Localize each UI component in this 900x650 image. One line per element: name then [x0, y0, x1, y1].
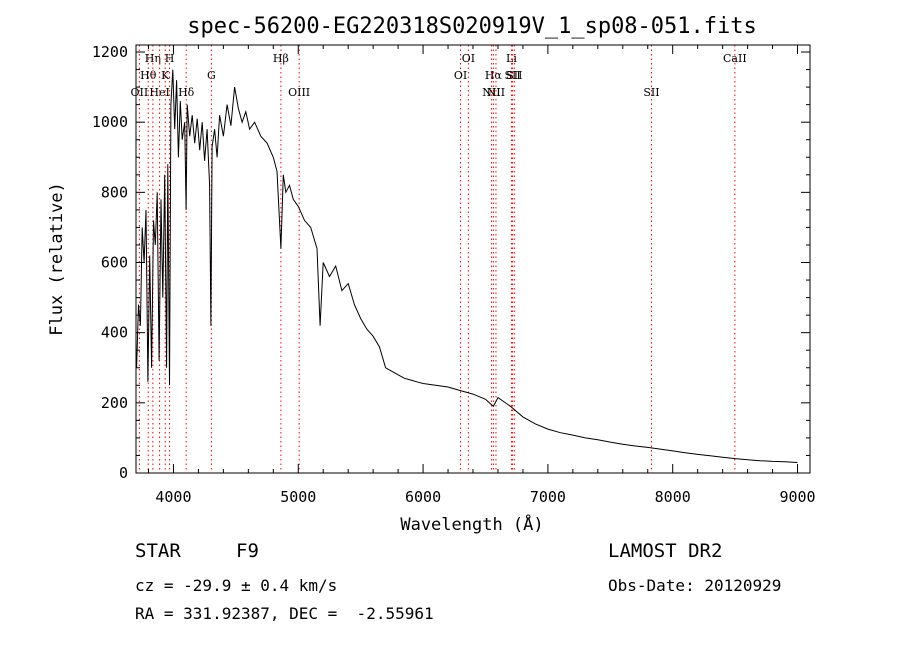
y-tick-label-0: 0 [119, 464, 128, 482]
axis-ticks: 4000 5000 6000 7000 8000 9000 0 200 400 600 800 100… [92, 43, 816, 506]
line-label-10: OI [454, 69, 467, 82]
chart-title: spec-56200-EG220318S020919V_1_sp08-051.f… [187, 14, 757, 39]
y-tick-label-5: 1000 [92, 113, 128, 131]
x-tick-label-1: 5000 [280, 488, 316, 506]
x-tick-label-5: 9000 [779, 488, 815, 506]
x-axis-label: Wavelength (Å) [400, 513, 543, 535]
object-type-label: STAR [135, 540, 181, 562]
line-label-19: CaII [723, 52, 747, 65]
line-label-3: HeI [149, 86, 169, 99]
obs-date-label: Obs-Date: 20120929 [608, 576, 782, 595]
survey-label: LAMOST DR2 [608, 540, 723, 562]
spectrum-series [136, 69, 798, 463]
line-label-13: Hα [485, 69, 503, 82]
line-label-18: SII [643, 86, 659, 99]
coordinates-label: RA = 331.92387, DEC = -2.55961 [135, 604, 434, 623]
spectral-line-markers: OIIHθHηHeIKHHδGHβOIIIOIOINIIHαNIILiSIISI… [131, 45, 747, 473]
redshift-label: cz = -29.9 ± 0.4 km/s [135, 576, 338, 595]
x-tick-label-3: 7000 [530, 488, 566, 506]
y-axis-label: Flux (relative) [47, 182, 67, 336]
line-label-17: SII [506, 69, 522, 82]
line-label-7: G [207, 69, 216, 82]
line-label-1: Hθ [140, 69, 157, 82]
y-tick-label-4: 800 [101, 183, 128, 201]
subclass-label: F9 [236, 540, 259, 562]
line-label-5: H [165, 52, 175, 65]
spectrum-line-0 [136, 69, 798, 463]
line-label-6: Hδ [178, 86, 195, 99]
line-label-11: OI [462, 52, 475, 65]
plot-frame [135, 44, 811, 474]
line-label-15: Li [506, 52, 517, 65]
line-label-0: OII [131, 86, 149, 99]
x-tick-label-4: 8000 [655, 488, 691, 506]
line-label-14: NII [487, 86, 505, 99]
line-label-16: SII [504, 69, 520, 82]
line-label-2: Hη [145, 52, 161, 65]
line-label-8: Hβ [273, 52, 289, 65]
x-tick-label-2: 6000 [405, 488, 441, 506]
line-label-9: OIII [288, 86, 310, 99]
y-tick-label-2: 400 [101, 324, 128, 342]
line-label-4: K [161, 69, 170, 82]
y-tick-label-6: 1200 [92, 43, 128, 61]
y-tick-label-3: 600 [101, 254, 128, 272]
y-tick-label-1: 200 [101, 394, 128, 412]
x-tick-label-0: 4000 [155, 488, 191, 506]
